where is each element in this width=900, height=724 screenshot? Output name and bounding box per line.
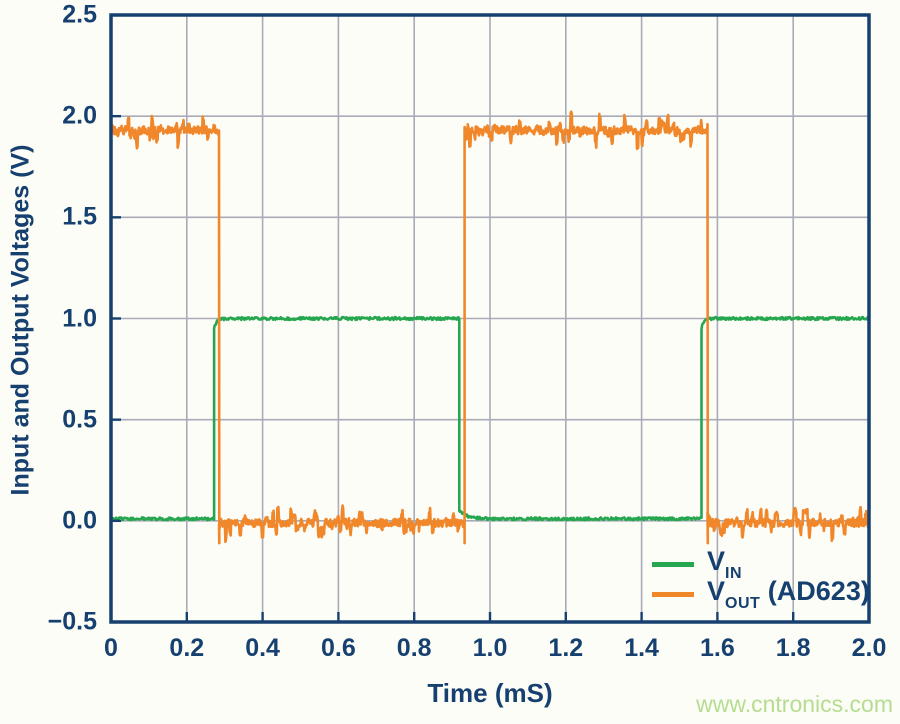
x-tick-label: 1.2 bbox=[548, 634, 584, 662]
y-tick-label: 1.5 bbox=[62, 202, 97, 231]
x-tick-label: 0.2 bbox=[169, 634, 205, 662]
x-tick-label: 0.6 bbox=[321, 634, 356, 662]
x-tick-label: 0.4 bbox=[245, 634, 280, 662]
legend-item-vin: VIN bbox=[652, 545, 870, 583]
y-tick-label: 1.0 bbox=[62, 304, 97, 332]
x-tick-label: 1.8 bbox=[775, 634, 811, 662]
legend-item-vout: VOUT (AD623) bbox=[652, 575, 870, 613]
vout-line-swatch bbox=[652, 591, 694, 597]
legend-label-vout: VOUT (AD623) bbox=[707, 575, 870, 613]
trace-vout bbox=[109, 110, 871, 545]
y-tick-label: 2.0 bbox=[62, 101, 97, 130]
x-tick-label: 1.0 bbox=[472, 634, 508, 662]
x-tick-label: 1.4 bbox=[624, 634, 659, 662]
y-tick-label: 2.5 bbox=[62, 0, 97, 29]
y-tick-label: −0.5 bbox=[47, 607, 97, 636]
trace-vin bbox=[109, 315, 871, 522]
x-tick-label: 0.8 bbox=[396, 634, 432, 662]
x-tick-label: 2.0 bbox=[851, 634, 887, 662]
vin-line-swatch bbox=[652, 561, 694, 567]
y-tick-label: 0.0 bbox=[62, 506, 97, 535]
watermark: www.cntronics.com bbox=[696, 691, 893, 717]
x-axis-title: Time (mS) bbox=[427, 678, 553, 708]
x-tick-label: 0 bbox=[104, 634, 118, 662]
legend: VIN VOUT (AD623) bbox=[652, 545, 870, 613]
y-tick-label: 0.5 bbox=[62, 405, 97, 434]
legend-label-vin: VIN bbox=[707, 545, 743, 583]
x-tick-label: 1.6 bbox=[700, 634, 735, 662]
